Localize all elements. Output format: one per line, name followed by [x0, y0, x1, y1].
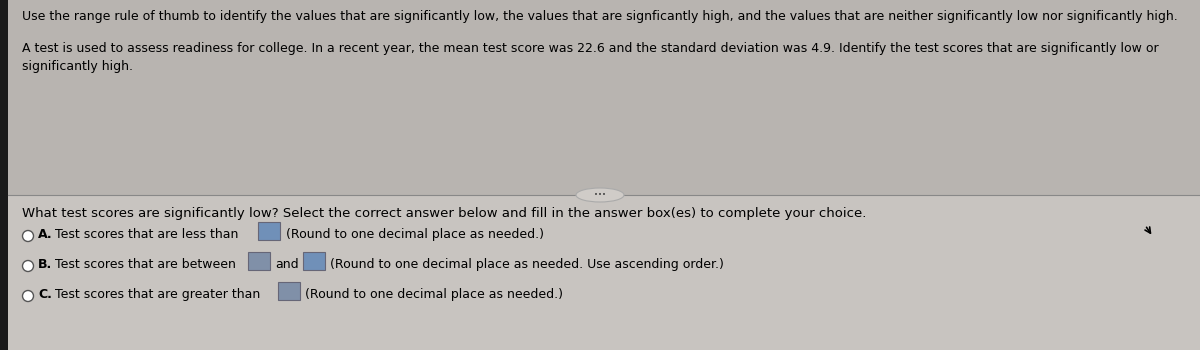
Text: Test scores that are between: Test scores that are between: [55, 258, 236, 271]
Text: and: and: [275, 258, 299, 271]
Bar: [8, 195, 1200, 350]
Bar: [8, 0, 1200, 195]
Text: B.: B.: [38, 258, 53, 271]
Ellipse shape: [576, 188, 624, 202]
Text: (Round to one decimal place as needed.): (Round to one decimal place as needed.): [286, 228, 544, 241]
Text: A test is used to assess readiness for college. In a recent year, the mean test : A test is used to assess readiness for c…: [22, 42, 1159, 55]
Text: C.: C.: [38, 288, 52, 301]
Text: •••: •••: [594, 192, 606, 198]
FancyBboxPatch shape: [302, 252, 325, 270]
FancyBboxPatch shape: [258, 222, 280, 240]
Text: (Round to one decimal place as needed. Use ascending order.): (Round to one decimal place as needed. U…: [330, 258, 724, 271]
Text: Use the range rule of thumb to identify the values that are significantly low, t: Use the range rule of thumb to identify …: [22, 10, 1177, 23]
Text: (Round to one decimal place as needed.): (Round to one decimal place as needed.): [305, 288, 563, 301]
Text: significantly high.: significantly high.: [22, 60, 133, 73]
Text: Test scores that are less than: Test scores that are less than: [55, 228, 239, 241]
FancyBboxPatch shape: [248, 252, 270, 270]
FancyBboxPatch shape: [278, 282, 300, 300]
Circle shape: [23, 231, 34, 241]
Circle shape: [23, 290, 34, 301]
Text: What test scores are significantly low? Select the correct answer below and fill: What test scores are significantly low? …: [22, 207, 866, 220]
Text: A.: A.: [38, 228, 53, 241]
Circle shape: [23, 260, 34, 272]
Text: Test scores that are greater than: Test scores that are greater than: [55, 288, 260, 301]
